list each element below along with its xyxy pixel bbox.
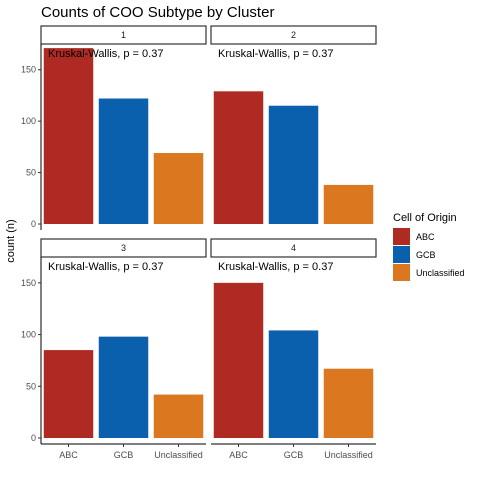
bar-abc	[43, 48, 94, 224]
bar-gcb	[268, 105, 319, 224]
facet-panels: 1 Kruskal-Wallis, p = 0.37 0 50 100 150 2 Krusk…	[21, 25, 377, 460]
x-tick-label: ABC	[59, 450, 78, 460]
y-tick-label: 0	[31, 433, 36, 443]
y-tick-label: 0	[31, 219, 36, 229]
y-axis-title: count (n)	[5, 219, 17, 262]
y-tick-label: 100	[21, 116, 36, 126]
x-tick-label: ABC	[229, 450, 248, 460]
bar-unclassified	[323, 184, 374, 224]
facet-panel-3: 3 Kruskal-Wallis, p = 0.37 0 50 100 150 ABC GCB…	[21, 238, 207, 460]
kruskal-wallis-annotation: Kruskal-Wallis, p = 0.37	[218, 48, 333, 60]
facet-strip	[210, 25, 377, 45]
bar-gcb	[98, 336, 149, 438]
bar-abc	[43, 350, 94, 438]
kruskal-wallis-annotation: Kruskal-Wallis, p = 0.37	[48, 48, 163, 60]
facet-strip-label: 1	[121, 30, 126, 40]
y-tick-label: 100	[21, 330, 36, 340]
legend-label: Unclassified	[416, 268, 465, 278]
facet-strip	[40, 25, 207, 45]
facet-strip	[210, 238, 377, 258]
bar-gcb	[268, 330, 319, 438]
facet-strip-label: 2	[291, 30, 296, 40]
y-tick-label: 150	[21, 65, 36, 75]
bar-unclassified	[153, 394, 204, 438]
legend-key-unclassified	[393, 264, 410, 281]
facet-panel-2: 2 Kruskal-Wallis, p = 0.37	[210, 25, 377, 224]
kruskal-wallis-annotation: Kruskal-Wallis, p = 0.37	[48, 261, 163, 273]
facet-panel-1: 1 Kruskal-Wallis, p = 0.37 0 50 100 150	[21, 25, 207, 230]
x-tick-label: GCB	[284, 450, 304, 460]
facet-strip-label: 3	[121, 243, 126, 253]
bar-gcb	[98, 98, 149, 224]
facet-strip	[40, 238, 207, 258]
y-tick-label: 50	[26, 168, 36, 178]
kruskal-wallis-annotation: Kruskal-Wallis, p = 0.37	[218, 261, 333, 273]
bar-unclassified	[323, 368, 374, 438]
legend-key-gcb	[393, 246, 410, 263]
y-tick-label: 150	[21, 278, 36, 288]
bar-abc	[213, 282, 264, 438]
chart-title: Counts of COO Subtype by Cluster	[41, 4, 274, 21]
legend-label: ABC	[416, 232, 435, 242]
bar-unclassified	[153, 153, 204, 224]
x-tick-label: GCB	[114, 450, 134, 460]
facet-panel-4: 4 Kruskal-Wallis, p = 0.37 ABC GCB Unclassif…	[210, 238, 377, 460]
x-tick-label: Unclassified	[324, 450, 373, 460]
bar-abc	[213, 91, 264, 224]
x-tick-label: Unclassified	[154, 450, 203, 460]
y-tick-label: 50	[26, 381, 36, 391]
legend: Cell of Origin ABC GCB Unclassified	[393, 212, 465, 281]
legend-label: GCB	[416, 250, 436, 260]
facet-strip-label: 4	[291, 243, 296, 253]
legend-key-abc	[393, 228, 410, 245]
legend-title: Cell of Origin	[393, 212, 457, 224]
